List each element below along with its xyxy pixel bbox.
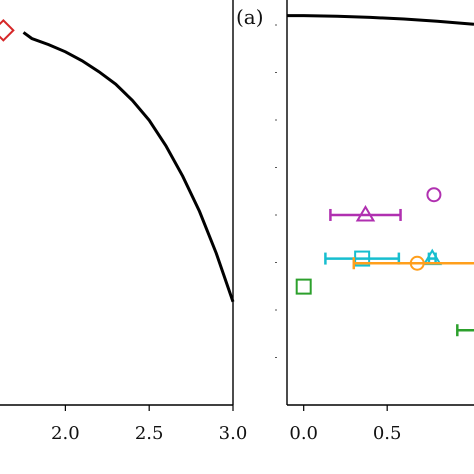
right-series-line <box>287 14 474 26</box>
left-x-tick-label: 3.0 <box>219 423 248 444</box>
left-series-line <box>22 31 235 303</box>
left-marker-diamond <box>0 18 15 42</box>
right-x-tick-label: 0.0 <box>289 423 318 444</box>
data-point-square <box>295 278 312 295</box>
data-point-circle <box>409 255 425 271</box>
panel-label: (a) <box>236 5 264 29</box>
left-x-tick-label: 2.0 <box>51 423 80 444</box>
data-point-square <box>354 250 371 267</box>
right-panel: 0.0 0.5 <box>275 0 474 444</box>
left-x-tick-label: 2.5 <box>135 423 164 444</box>
right-x-tick-label: 0.5 <box>373 423 402 444</box>
data-point-circle <box>426 187 442 203</box>
left-panel: 2.0 2.5 3.0 <box>0 0 247 444</box>
data-point-triangle <box>355 204 376 222</box>
